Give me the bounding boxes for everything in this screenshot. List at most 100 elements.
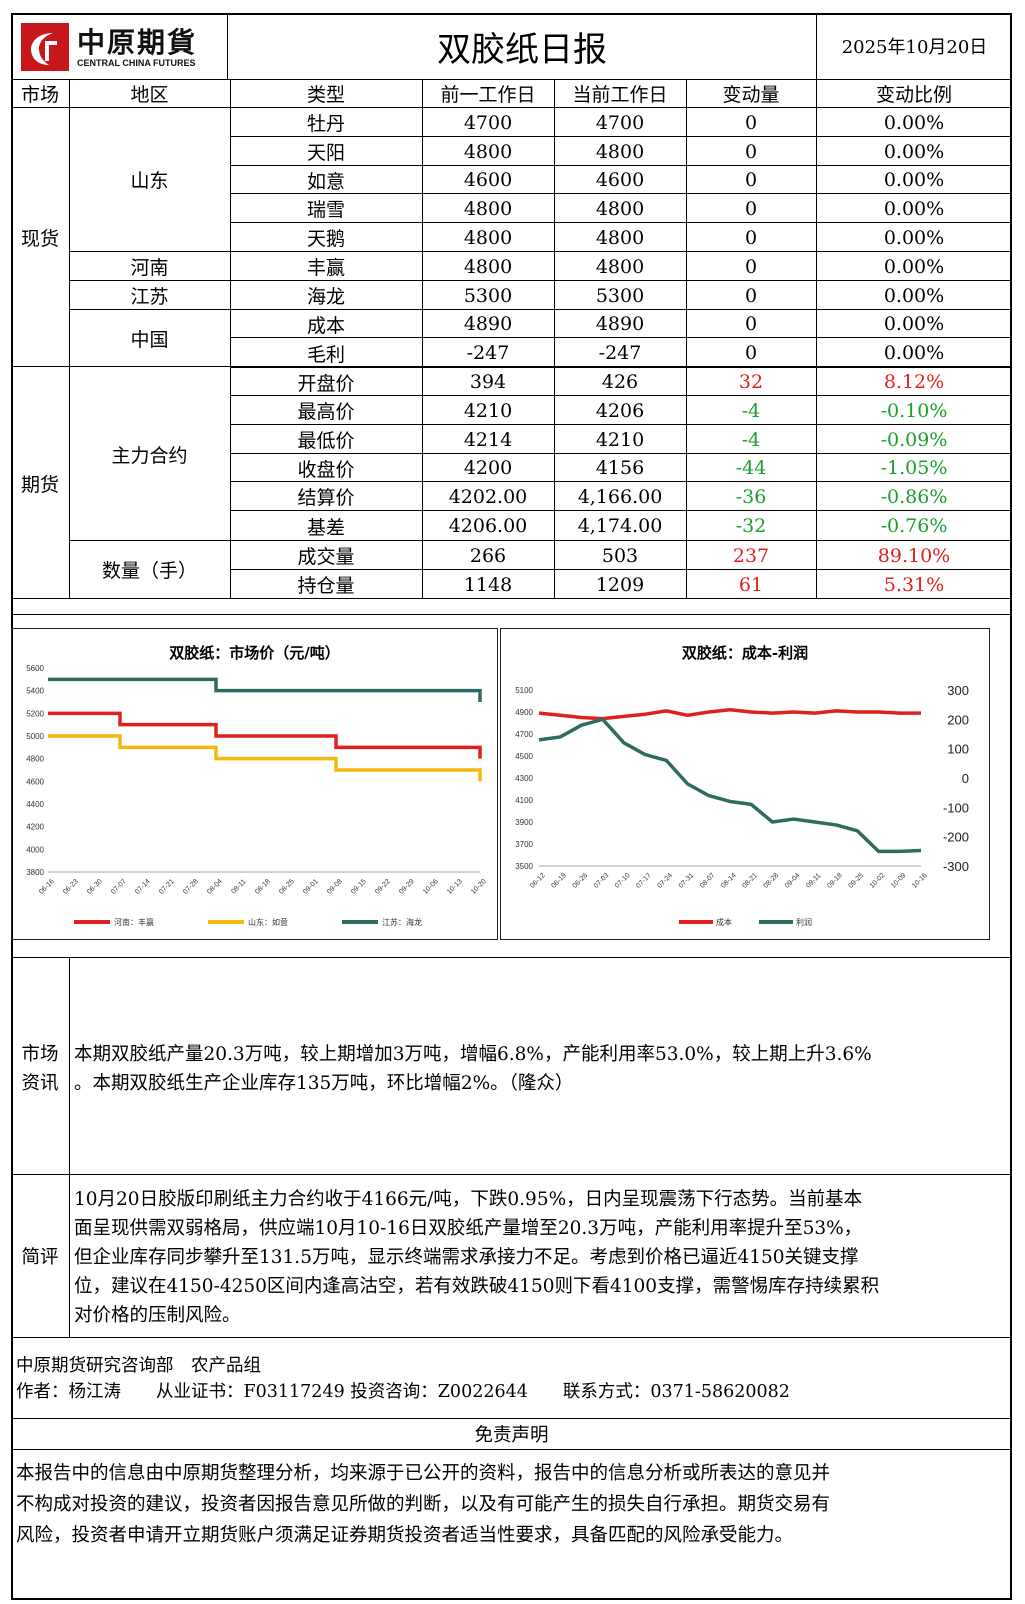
table-cell-change: -4 xyxy=(741,399,761,422)
table-cell-pct: -0.86% xyxy=(880,485,948,508)
x-tick-label: 07-03 xyxy=(593,872,611,890)
disclaimer-line: 风险，投资者申请开立期货账户须满足证券期货投资者适当性要求，具备匹配的风险承受能… xyxy=(16,1525,794,1546)
legend-label: 利润 xyxy=(796,917,812,927)
chart2-title: 双胶纸：成本-利润 xyxy=(681,643,809,662)
table-cell-change: 32 xyxy=(738,371,764,393)
legend-label: 山东：如意 xyxy=(248,917,288,927)
table-cell-curr: 4800 xyxy=(595,255,645,278)
col-header-market: 市场 xyxy=(20,84,59,106)
table-cell-prev: 4206.00 xyxy=(448,515,528,537)
table-cell-curr: 1209 xyxy=(595,573,645,596)
table-cell-change: -32 xyxy=(735,515,767,537)
table-cell-pct: 0.00% xyxy=(883,197,945,220)
table-cell-prev: 5300 xyxy=(463,284,513,307)
y-tick-label-right: -100 xyxy=(943,800,969,815)
market-info-text: 本期双胶纸产量20.3万吨，较上期增加3万吨，增幅6.8%，产能利用率53.0%… xyxy=(74,1040,1009,1098)
x-tick-label: 09-15 xyxy=(350,878,368,896)
table-cell-curr: -247 xyxy=(598,342,642,364)
table-row-divider xyxy=(230,136,1012,137)
table-row-divider xyxy=(230,510,1012,511)
table-cell-curr: 426 xyxy=(601,371,639,393)
x-tick-label: 08-04 xyxy=(206,878,224,896)
table-cell-change: 0 xyxy=(744,284,758,307)
y-tick-label-right: 200 xyxy=(947,712,969,727)
x-tick-label: 06-23 xyxy=(62,878,80,896)
x-tick-label: 06-26 xyxy=(572,872,590,890)
x-tick-label: 07-14 xyxy=(134,878,152,896)
x-tick-label: 09-01 xyxy=(302,878,320,896)
y-tick-label-left: 4100 xyxy=(515,796,533,805)
comment-line: 对价格的压制风险。 xyxy=(74,1305,241,1326)
table-row-divider xyxy=(230,424,1012,425)
table-cell-type: 基差 xyxy=(306,516,345,539)
table-cell-prev: 4600 xyxy=(463,169,513,191)
table-row-divider xyxy=(230,193,1012,194)
y-tick-label-right: -300 xyxy=(943,859,969,874)
table-cell-pct: 0.00% xyxy=(883,313,945,335)
y-tick-label: 5600 xyxy=(26,664,44,673)
table-cell-curr: 4156 xyxy=(595,457,645,479)
table-cell-curr: 4,174.00 xyxy=(577,515,663,537)
x-tick-label: 07-17 xyxy=(635,872,653,890)
table-cell-change: -36 xyxy=(735,485,767,508)
region-shandong: 山东 xyxy=(130,170,169,192)
series-line-成本 xyxy=(538,708,921,721)
logo-en: CENTRAL CHINA FUTURES xyxy=(77,58,196,68)
col-header-prev: 前一工作日 xyxy=(440,84,536,106)
disclaimer-line: 不构成对投资的建议，投资者因报告意见所做的判断，以及有可能产生的损失自行承担。期… xyxy=(16,1494,831,1515)
table-cell-prev: -247 xyxy=(466,342,510,364)
x-tick-label: 08-07 xyxy=(699,872,717,890)
table-cell-pct: 5.31% xyxy=(883,573,945,596)
table-row-divider xyxy=(230,481,1012,482)
x-tick-label: 10-09 xyxy=(890,872,908,890)
table-cell-curr: 4700 xyxy=(595,111,645,134)
x-tick-label: 07-31 xyxy=(678,872,696,890)
table-row-divider xyxy=(230,251,1012,252)
table-cell-pct: -0.76% xyxy=(880,515,948,537)
table-row-divider xyxy=(230,367,1012,368)
table-cell-change: 61 xyxy=(738,573,764,596)
table-cell-prev: 266 xyxy=(469,544,507,567)
x-tick-label: 08-11 xyxy=(230,878,247,895)
market-futures: 期货 xyxy=(20,473,59,496)
chart1-title: 双胶纸：市场价（元/吨） xyxy=(169,643,340,662)
col-header-pct: 变动比例 xyxy=(875,84,952,106)
table-cell-prev: 4800 xyxy=(463,197,513,220)
market-info-label-line2: 资讯 xyxy=(21,1073,59,1094)
y-tick-label-left: 3700 xyxy=(515,840,533,849)
table-row-divider xyxy=(230,165,1012,166)
table-cell-pct: 0.00% xyxy=(883,342,945,364)
chart-market-price-panel xyxy=(11,628,498,940)
table-cell-type: 收盘价 xyxy=(297,458,355,481)
comment-line: 但企业库存同步攀升至131.5万吨，显示终端需求承接力不足。考虑到价格已逼近41… xyxy=(74,1247,859,1268)
table-cell-pct: 0.00% xyxy=(883,169,945,191)
y-tick-label: 4600 xyxy=(26,777,44,786)
x-tick-label: 08-14 xyxy=(720,872,738,890)
y-tick-label-right: -200 xyxy=(943,830,969,845)
table-cell-pct: 0.00% xyxy=(883,255,945,278)
table-cell-pct: -1.05% xyxy=(880,457,948,479)
y-tick-label: 5400 xyxy=(26,687,44,696)
table-cell-type: 瑞雪 xyxy=(306,199,345,221)
region-main-contract: 主力合约 xyxy=(111,444,188,467)
x-tick-label: 09-04 xyxy=(784,872,802,890)
table-row-divider xyxy=(230,540,1012,541)
logo-mark-icon xyxy=(21,23,69,71)
table-cell-change: 0 xyxy=(744,111,758,134)
y-tick-label-left: 4300 xyxy=(515,774,533,783)
x-tick-label: 06-19 xyxy=(550,872,568,890)
series-line-3 xyxy=(48,677,482,702)
table-cell-pct: 0.00% xyxy=(883,111,945,134)
table-cell-prev: 4800 xyxy=(463,226,513,249)
table-cell-change: 0 xyxy=(744,313,758,335)
table-cell-type: 最低价 xyxy=(297,430,355,452)
table-cell-prev: 4800 xyxy=(463,255,513,278)
table-cell-pct: 8.12% xyxy=(883,371,945,393)
table-cell-prev: 4200 xyxy=(463,457,513,479)
table-cell-prev: 4214 xyxy=(463,428,513,451)
col-header-change: 变动量 xyxy=(722,84,780,106)
y-tick-label-right: 300 xyxy=(947,683,969,698)
x-tick-label: 07-24 xyxy=(656,872,674,890)
series-line-利润 xyxy=(538,717,922,854)
series-line-1 xyxy=(48,711,482,759)
